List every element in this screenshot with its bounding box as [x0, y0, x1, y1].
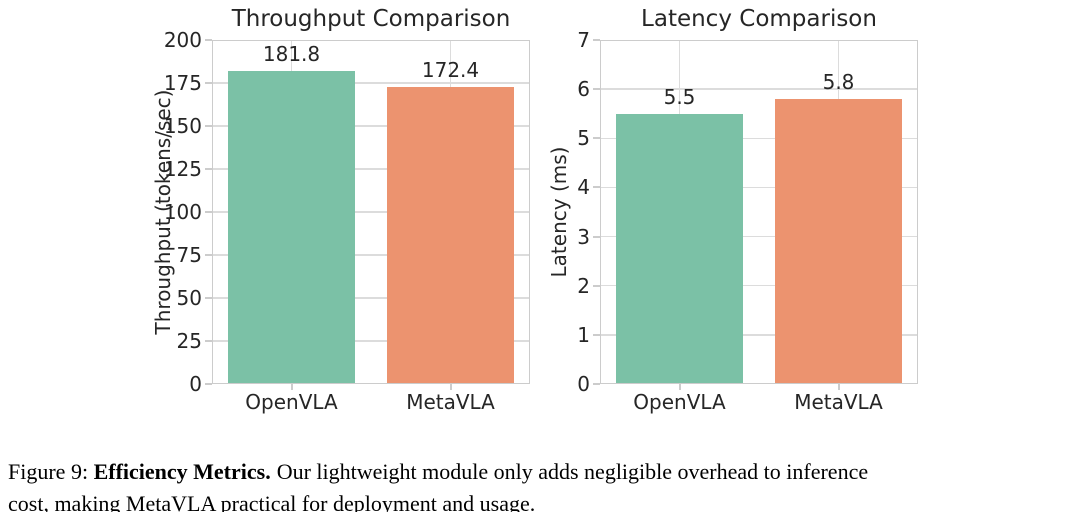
caption-line-2: cost, making MetaVLA practical for deplo…: [8, 491, 536, 512]
x-tick-label: MetaVLA: [794, 390, 883, 414]
gridline-horizontal: [600, 284, 918, 287]
gridline-horizontal: [212, 297, 530, 299]
y-tick-label: 50: [176, 286, 202, 310]
x-tick-mark: [678, 384, 681, 390]
y-tick-mark: [205, 383, 212, 385]
y-tick-mark: [205, 168, 212, 170]
y-tick-label: 0: [577, 372, 590, 396]
y-tick-mark: [205, 125, 212, 127]
figure-caption: Figure 9: Efficiency Metrics. Our lightwe…: [8, 456, 1074, 512]
gridline-horizontal: [212, 211, 530, 213]
y-tick-label: 1: [577, 322, 590, 347]
y-tick-label: 25: [176, 329, 202, 353]
x-tick-label: MetaVLA: [406, 390, 495, 414]
caption-bold-title: Efficiency Metrics.: [93, 459, 271, 484]
x-tick-label: OpenVLA: [633, 390, 726, 414]
bar-value-label: 181.8: [262, 42, 321, 67]
y-tick-label: 2: [577, 273, 590, 298]
bar-metavla: [774, 98, 903, 384]
chart-title: Throughput Comparison: [231, 6, 511, 32]
caption-figure-number: Figure 9:: [8, 459, 89, 484]
y-tick-mark: [205, 297, 212, 299]
bar-openvla: [227, 71, 356, 384]
y-tick-mark: [593, 137, 600, 140]
y-tick-label: 200: [163, 28, 202, 52]
y-tick-mark: [205, 340, 212, 342]
y-tick-label: 125: [163, 157, 202, 181]
gridline-horizontal: [600, 235, 918, 238]
y-tick-mark: [205, 82, 212, 84]
y-tick-mark: [205, 254, 212, 256]
gridline-horizontal: [212, 82, 530, 84]
bar-value-label: 5.8: [822, 69, 855, 94]
y-tick-label: 75: [176, 243, 202, 267]
y-tick-mark: [593, 186, 600, 189]
gridline-horizontal: [600, 88, 918, 90]
y-tick-label: 4: [577, 175, 590, 200]
y-tick-mark: [593, 235, 600, 238]
bar-value-label: 5.5: [663, 84, 696, 109]
x-tick-mark: [837, 384, 840, 390]
y-tick-label: 0: [189, 372, 202, 396]
x-tick-mark: [290, 384, 293, 390]
y-tick-mark: [593, 88, 600, 91]
bar-openvla: [615, 113, 744, 384]
y-tick-label: 6: [577, 77, 590, 102]
x-tick-mark: [449, 384, 452, 390]
gridline-horizontal: [600, 334, 918, 336]
y-tick-mark: [593, 284, 600, 287]
y-tick-mark: [593, 383, 600, 385]
gridline-horizontal: [212, 340, 530, 342]
y-tick-mark: [205, 211, 212, 213]
gridline-horizontal: [600, 186, 918, 189]
y-tick-label: 100: [163, 200, 202, 224]
y-tick-mark: [593, 333, 600, 336]
y-tick-label: 5: [577, 126, 590, 151]
y-tick-mark: [205, 39, 212, 41]
chart-title: Latency Comparison: [641, 6, 877, 32]
bar-value-label: 172.4: [421, 58, 480, 83]
caption-line-1: Our lightweight module only adds negligi…: [276, 459, 869, 484]
y-tick-mark: [593, 39, 600, 41]
gridline-horizontal: [600, 137, 918, 140]
bar-metavla: [386, 87, 515, 384]
gridline-horizontal: [212, 125, 530, 127]
gridline-horizontal: [212, 254, 530, 256]
y-axis-label: Latency (ms): [547, 146, 571, 278]
y-tick-label: 7: [577, 28, 590, 52]
y-tick-label: 150: [163, 114, 202, 138]
x-tick-label: OpenVLA: [245, 390, 338, 414]
y-tick-label: 175: [163, 71, 202, 95]
gridline-horizontal: [212, 168, 530, 170]
y-tick-label: 3: [577, 224, 590, 249]
